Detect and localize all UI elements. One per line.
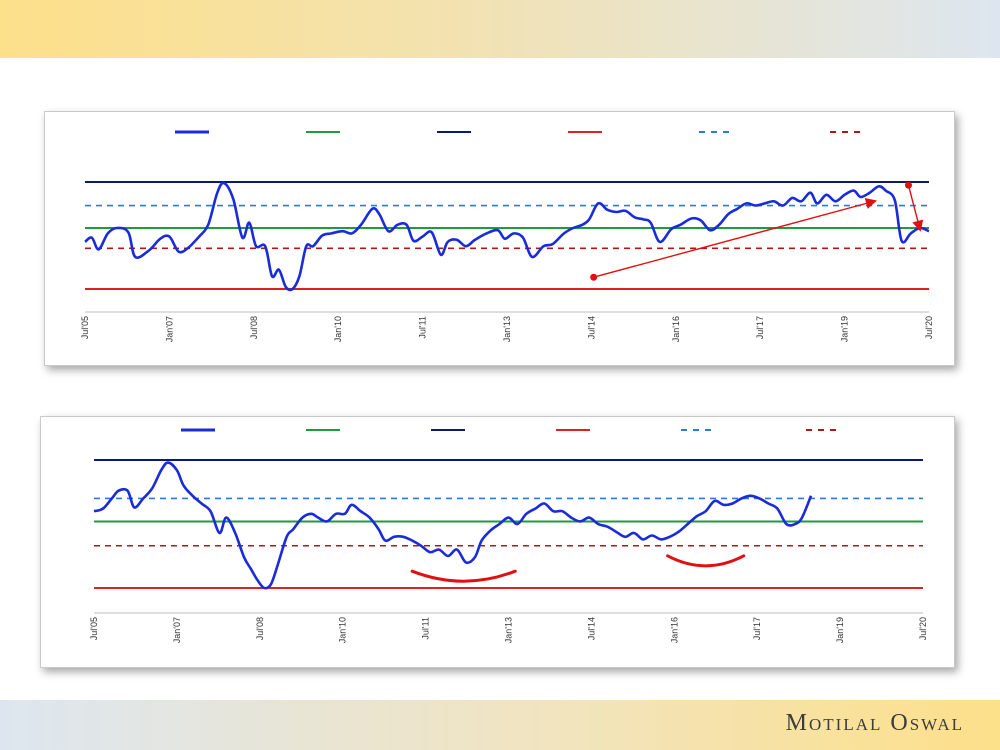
x-tick-label: Jul'08: [255, 617, 265, 640]
x-tick-label: Jan'16: [671, 316, 681, 342]
footer-band: Motilal Oswal: [0, 700, 1000, 750]
x-tick-label: Jul'20: [918, 617, 928, 640]
x-tick-label: Jan'16: [669, 617, 679, 643]
x-tick-label: Jul'11: [421, 617, 431, 640]
brand-logo: Motilal Oswal: [785, 710, 964, 736]
x-tick-label: Jan'13: [502, 316, 512, 342]
x-tick-label: Jan'07: [172, 617, 182, 643]
chart-top: Jul'05 Jan'07 Jul'08 Jan'10 Jul'11 Jan'13 Jul'…: [80, 130, 934, 342]
header-band: [0, 0, 1000, 58]
x-tick-label: Jan'19: [840, 316, 850, 342]
annotation-dot-peak: [904, 181, 912, 189]
x-tick-label: Jul'11: [418, 316, 428, 339]
x-tick-label: Jul'14: [586, 316, 596, 339]
chart-bottom: Jul'05 Jan'07 Jul'08 Jan'10 Jul'11 Jan'13 Jul'…: [89, 428, 928, 643]
x-tick-label: Jan'13: [504, 617, 514, 643]
x-tick-label: Jan'19: [835, 617, 845, 643]
annotation-arrow-rising: [593, 198, 877, 278]
x-tick-label: Jul'05: [89, 617, 99, 640]
x-tick-label: Jan'10: [333, 316, 343, 342]
chart-panel-top: Jul'05 Jan'07 Jul'08 Jan'10 Jul'11 Jan'13 Jul'…: [44, 111, 955, 366]
annotation-trough-arc-2: [666, 554, 746, 568]
annotation-trough-arc-1: [410, 569, 517, 583]
x-tick-label: Jan'07: [164, 316, 174, 342]
x-tick-label: Jul'17: [755, 316, 765, 339]
series-line: [84, 181, 930, 292]
series-line: [93, 461, 813, 590]
annotation-arrow-falling: [907, 185, 924, 232]
x-tick-label: Jan'10: [338, 617, 348, 643]
x-tick-label: Jul'20: [924, 316, 934, 339]
x-tick-label: Jul'17: [752, 617, 762, 640]
x-tick-label: Jul'05: [80, 316, 90, 339]
x-tick-label: Jul'14: [586, 617, 596, 640]
x-tick-label: Jul'08: [249, 316, 259, 339]
chart-panel-bottom: Jul'05 Jan'07 Jul'08 Jan'10 Jul'11 Jan'13 Jul'…: [40, 416, 955, 668]
